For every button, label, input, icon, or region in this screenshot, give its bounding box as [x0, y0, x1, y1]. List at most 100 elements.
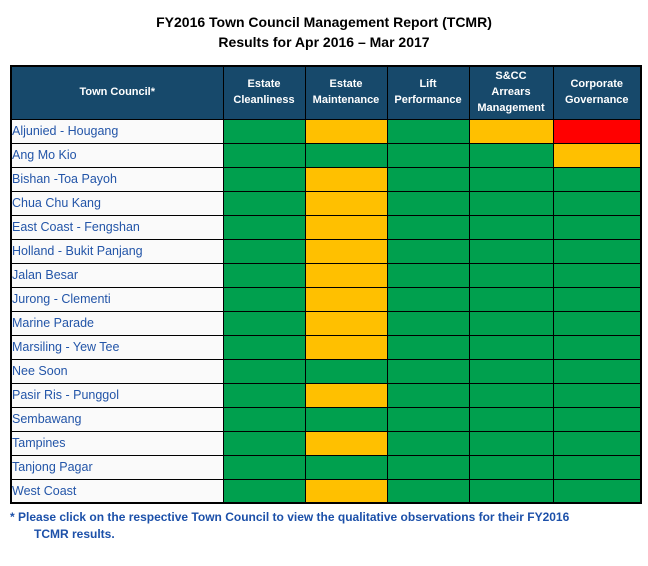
rating-cell-green: [552, 166, 642, 192]
rating-cell-green: [468, 142, 554, 168]
rating-cell-green: [386, 382, 470, 408]
tcmr-results-table: Town Council* Estate Cleanliness Estate …: [10, 65, 642, 504]
town-council-link[interactable]: Marine Parade: [10, 310, 224, 336]
page-subtitle: Results for Apr 2016 – Mar 2017: [218, 34, 430, 50]
rating-cell-yellow: [304, 166, 388, 192]
table-row: Tanjong Pagar: [10, 454, 642, 480]
column-header-lift-performance: Lift Performance: [386, 65, 470, 120]
table-row: Ang Mo Kio: [10, 142, 642, 168]
town-council-link[interactable]: Chua Chu Kang: [10, 190, 224, 216]
table-row: East Coast - Fengshan: [10, 214, 642, 240]
town-council-link[interactable]: East Coast - Fengshan: [10, 214, 224, 240]
footnote-line1: * Please click on the respective Town Co…: [10, 510, 570, 524]
rating-cell-yellow: [552, 142, 642, 168]
rating-cell-yellow: [304, 262, 388, 288]
rating-cell-green: [222, 382, 306, 408]
rating-cell-green: [552, 190, 642, 216]
rating-cell-green: [552, 430, 642, 456]
rating-cell-green: [552, 478, 642, 504]
rating-cell-green: [552, 334, 642, 360]
rating-cell-yellow: [304, 334, 388, 360]
rating-cell-green: [222, 238, 306, 264]
footnote: * Please click on the respective Town Co…: [10, 509, 640, 543]
rating-cell-green: [222, 166, 306, 192]
rating-cell-yellow: [304, 238, 388, 264]
column-header-estate-cleanliness: Estate Cleanliness: [222, 65, 306, 120]
rating-cell-green: [222, 478, 306, 504]
rating-cell-green: [468, 430, 554, 456]
rating-cell-yellow: [304, 286, 388, 312]
rating-cell-green: [468, 166, 554, 192]
rating-cell-green: [468, 286, 554, 312]
rating-cell-green: [222, 118, 306, 144]
town-council-link[interactable]: Tanjong Pagar: [10, 454, 224, 480]
rating-cell-green: [552, 262, 642, 288]
rating-cell-green: [222, 214, 306, 240]
rating-cell-green: [222, 358, 306, 384]
rating-cell-green: [386, 478, 470, 504]
column-header-town-council: Town Council*: [10, 65, 224, 120]
town-council-link[interactable]: Ang Mo Kio: [10, 142, 224, 168]
rating-cell-yellow: [304, 190, 388, 216]
town-council-link[interactable]: Holland - Bukit Panjang: [10, 238, 224, 264]
town-council-link[interactable]: Sembawang: [10, 406, 224, 432]
rating-cell-yellow: [304, 478, 388, 504]
rating-cell-green: [386, 190, 470, 216]
tcmr-table-body: Aljunied - Hougang Ang Mo Kio Bishan -Toa …: [10, 118, 642, 504]
rating-cell-green: [552, 406, 642, 432]
rating-cell-yellow: [468, 118, 554, 144]
rating-cell-green: [386, 262, 470, 288]
table-row: Holland - Bukit Panjang: [10, 238, 642, 264]
rating-cell-green: [386, 214, 470, 240]
rating-cell-green: [304, 406, 388, 432]
rating-cell-red: [552, 118, 642, 144]
table-row: Bishan -Toa Payoh: [10, 166, 642, 192]
table-row: Sembawang: [10, 406, 642, 432]
rating-cell-yellow: [304, 382, 388, 408]
page-title: FY2016 Town Council Management Report (T…: [156, 14, 492, 30]
footnote-line2: TCMR results.: [34, 527, 115, 541]
town-council-link[interactable]: Jalan Besar: [10, 262, 224, 288]
town-council-link[interactable]: Tampines: [10, 430, 224, 456]
rating-cell-green: [552, 310, 642, 336]
rating-cell-green: [222, 142, 306, 168]
rating-cell-yellow: [304, 118, 388, 144]
table-row: Marine Parade: [10, 310, 642, 336]
table-row: Jurong - Clementi: [10, 286, 642, 312]
rating-cell-green: [386, 118, 470, 144]
table-header-row: Town Council* Estate Cleanliness Estate …: [10, 65, 642, 120]
column-header-estate-maintenance: Estate Maintenance: [304, 65, 388, 120]
rating-cell-yellow: [304, 430, 388, 456]
rating-cell-green: [552, 358, 642, 384]
town-council-link[interactable]: Pasir Ris - Punggol: [10, 382, 224, 408]
rating-cell-green: [552, 286, 642, 312]
rating-cell-green: [304, 454, 388, 480]
rating-cell-green: [468, 334, 554, 360]
table-row: Chua Chu Kang: [10, 190, 642, 216]
rating-cell-green: [468, 238, 554, 264]
rating-cell-green: [222, 190, 306, 216]
town-council-link[interactable]: Bishan -Toa Payoh: [10, 166, 224, 192]
rating-cell-yellow: [304, 214, 388, 240]
column-header-corporate-governance: Corporate Governance: [552, 65, 642, 120]
rating-cell-green: [386, 286, 470, 312]
town-council-link[interactable]: West Coast: [10, 478, 224, 504]
rating-cell-green: [386, 238, 470, 264]
rating-cell-green: [222, 430, 306, 456]
town-council-link[interactable]: Nee Soon: [10, 358, 224, 384]
rating-cell-green: [222, 334, 306, 360]
town-council-link[interactable]: Aljunied - Hougang: [10, 118, 224, 144]
rating-cell-green: [386, 310, 470, 336]
rating-cell-green: [468, 454, 554, 480]
rating-cell-green: [304, 358, 388, 384]
rating-cell-green: [468, 382, 554, 408]
column-header-scc-arrears-management: S&CC Arrears Management: [468, 65, 554, 120]
rating-cell-green: [386, 454, 470, 480]
table-row: Marsiling - Yew Tee: [10, 334, 642, 360]
rating-cell-green: [386, 406, 470, 432]
rating-cell-green: [222, 406, 306, 432]
report-title-block: FY2016 Town Council Management Report (T…: [0, 0, 648, 52]
rating-cell-green: [386, 358, 470, 384]
town-council-link[interactable]: Jurong - Clementi: [10, 286, 224, 312]
town-council-link[interactable]: Marsiling - Yew Tee: [10, 334, 224, 360]
